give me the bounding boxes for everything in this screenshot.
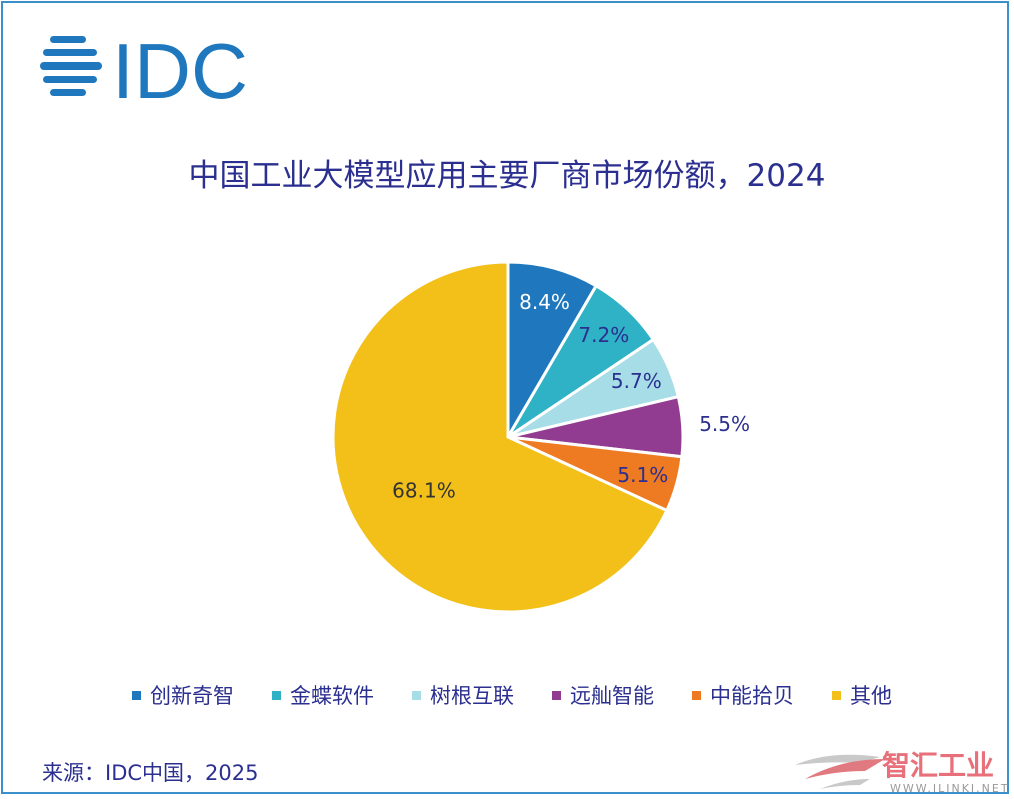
legend-label: 树根互联 [430,684,514,708]
pie-slice-5 [331,260,669,614]
legend: 创新奇智 金蝶软件 树根互联 远舢智能 中能拾贝 其他 [132,680,930,710]
legend-swatch [832,690,841,700]
legend-label: 其他 [850,684,892,708]
legend-label: 中能拾贝 [710,684,794,708]
legend-item: 树根互联 [412,680,514,710]
legend-label: 金蝶软件 [290,684,374,708]
source-note: 来源：IDC中国，2025 [42,761,259,785]
logo-text: IDC [112,34,248,104]
data-label-3: 5.5% [699,412,750,436]
legend-swatch [692,690,701,700]
legend-item: 中能拾贝 [692,680,794,710]
legend-item: 远舢智能 [552,680,654,710]
watermark-brand: 智汇工业 [882,749,994,782]
data-label-2: 5.7% [611,369,662,393]
legend-swatch [412,690,421,700]
data-label-1: 7.2% [578,323,629,347]
legend-swatch [272,690,281,700]
chart-title: 中国工业大模型应用主要厂商市场份额，2024 [188,158,826,194]
legend-swatch [132,690,141,700]
legend-item: 金蝶软件 [272,680,374,710]
data-label-0: 8.4% [519,290,570,314]
data-label-4: 5.1% [617,463,668,487]
legend-label: 创新奇智 [150,684,234,708]
data-label-5: 68.1% [392,479,456,503]
watermark-url: WWW.ILINKI.NET [890,782,1010,795]
legend-item: 创新奇智 [132,680,234,710]
watermark: 智汇工业 WWW.ILINKI.NET [790,745,1010,799]
legend-swatch [552,690,561,700]
idc-logo: IDC [40,27,250,115]
pie-slice-0 [506,260,599,443]
legend-item: 其他 [832,680,892,710]
legend-label: 远舢智能 [570,684,654,708]
pie-chart: 8.4% 7.2% 5.7% 5.5% 5.1% 68.1% [331,260,750,614]
